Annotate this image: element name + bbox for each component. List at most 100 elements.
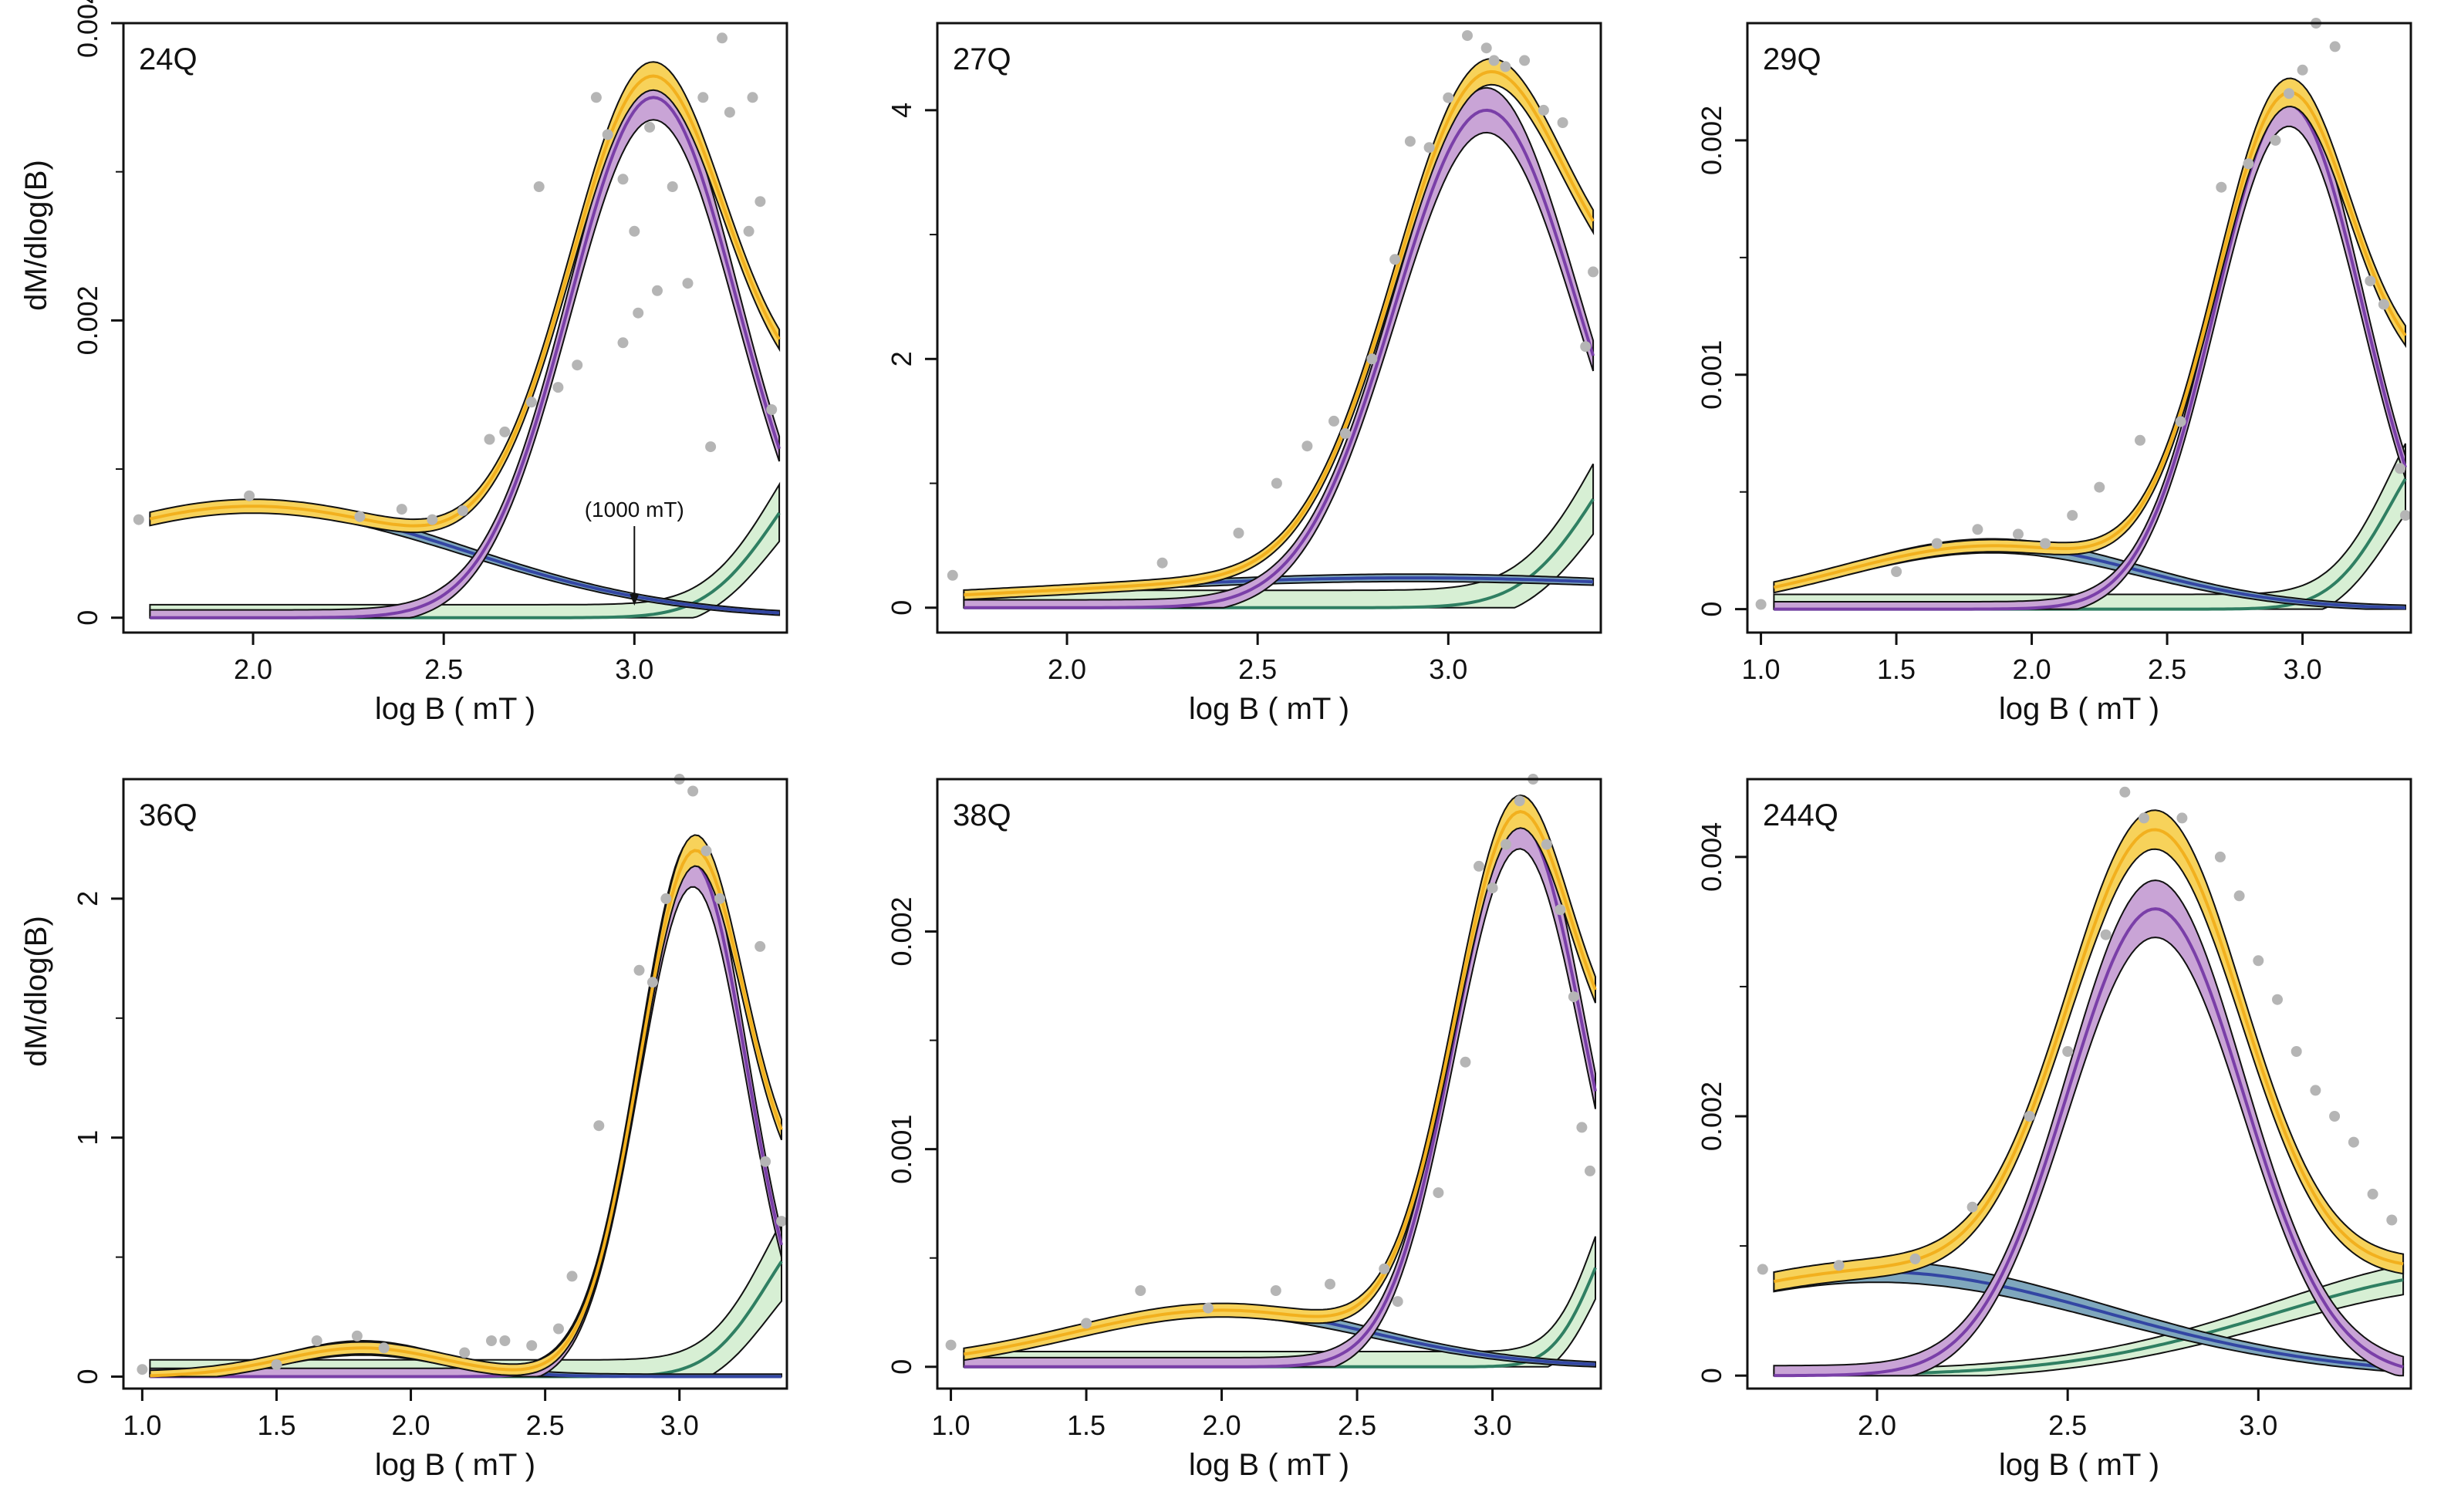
data-point: [629, 225, 640, 237]
data-point: [1488, 55, 1500, 66]
data-point: [1588, 266, 1599, 278]
purple-band-24Q: [149, 74, 781, 619]
data-point: [1500, 61, 1511, 73]
data-point: [1081, 1318, 1092, 1329]
y-tick-label: 2: [72, 891, 103, 906]
data-point: [717, 32, 727, 44]
data-point: [652, 285, 663, 296]
data-point: [2253, 955, 2264, 967]
y-tick-label: 0.002: [1696, 1082, 1727, 1151]
data-point: [2094, 481, 2105, 493]
purple-line-38Q: [964, 821, 1597, 1369]
y-tick-label: 0.002: [1696, 106, 1727, 175]
data-point: [2062, 1046, 2074, 1057]
data-point: [457, 505, 468, 516]
data-point: [617, 337, 629, 349]
data-point: [396, 504, 407, 515]
data-point: [1576, 1122, 1588, 1133]
panel-24Q: 2.0 2.5 3.0 0 0.002 0.004 log B ( mT ) dM/dlog(…: [19, 0, 788, 726]
purple-band-29Q: [1773, 83, 2406, 610]
plot-frame: [936, 778, 1602, 1390]
data-point: [1328, 415, 1339, 427]
x-axis-label: log B ( mT ): [1999, 692, 2159, 726]
x-tick-label: 2.0: [392, 1409, 430, 1441]
data-point: [1931, 538, 1943, 549]
purple-band-27Q: [963, 86, 1595, 609]
x-tick-label: 2.5: [2148, 653, 2186, 685]
data-point: [646, 977, 658, 988]
x-axis-label: log B ( mT ): [1189, 1448, 1349, 1482]
data-point: [1460, 1056, 1471, 1068]
data-point: [1339, 428, 1351, 439]
plot-frame: [122, 22, 788, 634]
data-point: [714, 893, 725, 904]
data-point: [2214, 851, 2226, 862]
total-band-29Q: [1773, 77, 2406, 594]
panel-label: 244Q: [1763, 798, 1838, 832]
purple-band-38Q: [963, 795, 1596, 1368]
data-point: [602, 129, 613, 140]
panel-label: 24Q: [139, 42, 197, 76]
x-tick-label: 3.0: [2284, 653, 2322, 685]
data-point: [2100, 929, 2112, 940]
x-tick-label: 2.5: [1338, 1409, 1376, 1441]
y-tick-label: 0.004: [1696, 822, 1727, 892]
x-axis-label: log B ( mT ): [1189, 692, 1349, 726]
data-point: [2348, 1136, 2359, 1148]
y-tick-label: 0: [1696, 602, 1727, 617]
panel-27Q: 2.0 2.5 3.0 0 2 4 log B ( mT ) 27Q: [886, 22, 1602, 726]
data-point: [2270, 134, 2281, 146]
data-point: [1233, 528, 1244, 538]
data-point: [2395, 463, 2405, 474]
annotation-arrowhead: [630, 594, 640, 606]
y-axis-label: dM/dlog(B): [19, 916, 53, 1067]
data-point: [2297, 64, 2308, 76]
data-point: [1366, 353, 1378, 365]
data-point: [2139, 812, 2149, 824]
data-point: [2386, 1214, 2398, 1226]
data-point: [766, 404, 778, 415]
data-point: [2067, 510, 2078, 521]
x-tick-label: 2.0: [1203, 1409, 1241, 1441]
data-point: [526, 1340, 538, 1352]
data-point: [1755, 599, 1767, 610]
data-point: [682, 278, 694, 289]
x-tick-label: 2.0: [234, 653, 272, 685]
data-point: [1462, 30, 1473, 42]
x-tick-label: 1.5: [257, 1409, 295, 1441]
data-point: [1909, 1253, 1921, 1264]
data-point: [2329, 1111, 2341, 1122]
data-point: [1972, 524, 1983, 535]
data-point: [945, 1339, 957, 1351]
data-point: [947, 569, 958, 581]
x-tick-label: 3.0: [2239, 1409, 2277, 1441]
data-point: [1891, 566, 1902, 577]
data-point: [2378, 299, 2389, 310]
data-point: [1443, 92, 1454, 103]
data-point: [1379, 1263, 1390, 1274]
data-point: [760, 1156, 771, 1167]
y-tick-label: 2: [886, 351, 917, 366]
data-point: [743, 225, 755, 237]
data-point: [244, 490, 255, 501]
data-point: [2135, 434, 2145, 446]
data-point: [2040, 538, 2051, 549]
y-tick-label: 0.001: [1696, 340, 1727, 410]
x-axis-label: log B ( mT ): [375, 1448, 535, 1482]
plot-frame: [122, 778, 788, 1390]
x-tick-label: 2.5: [1238, 653, 1277, 685]
data-point: [633, 964, 645, 976]
data-point: [705, 441, 717, 453]
total-band-244Q: [1773, 809, 2405, 1292]
data-point: [1325, 1278, 1335, 1290]
data-point: [724, 106, 735, 118]
x-tick-label: 2.5: [2048, 1409, 2087, 1441]
x-tick-label: 1.0: [123, 1409, 161, 1441]
data-point: [2243, 158, 2254, 170]
total-line-27Q: [964, 69, 1595, 597]
purple-line-24Q: [150, 96, 782, 619]
y-tick-label: 4: [886, 103, 917, 118]
data-point: [486, 1335, 497, 1346]
data-point: [1423, 142, 1435, 154]
